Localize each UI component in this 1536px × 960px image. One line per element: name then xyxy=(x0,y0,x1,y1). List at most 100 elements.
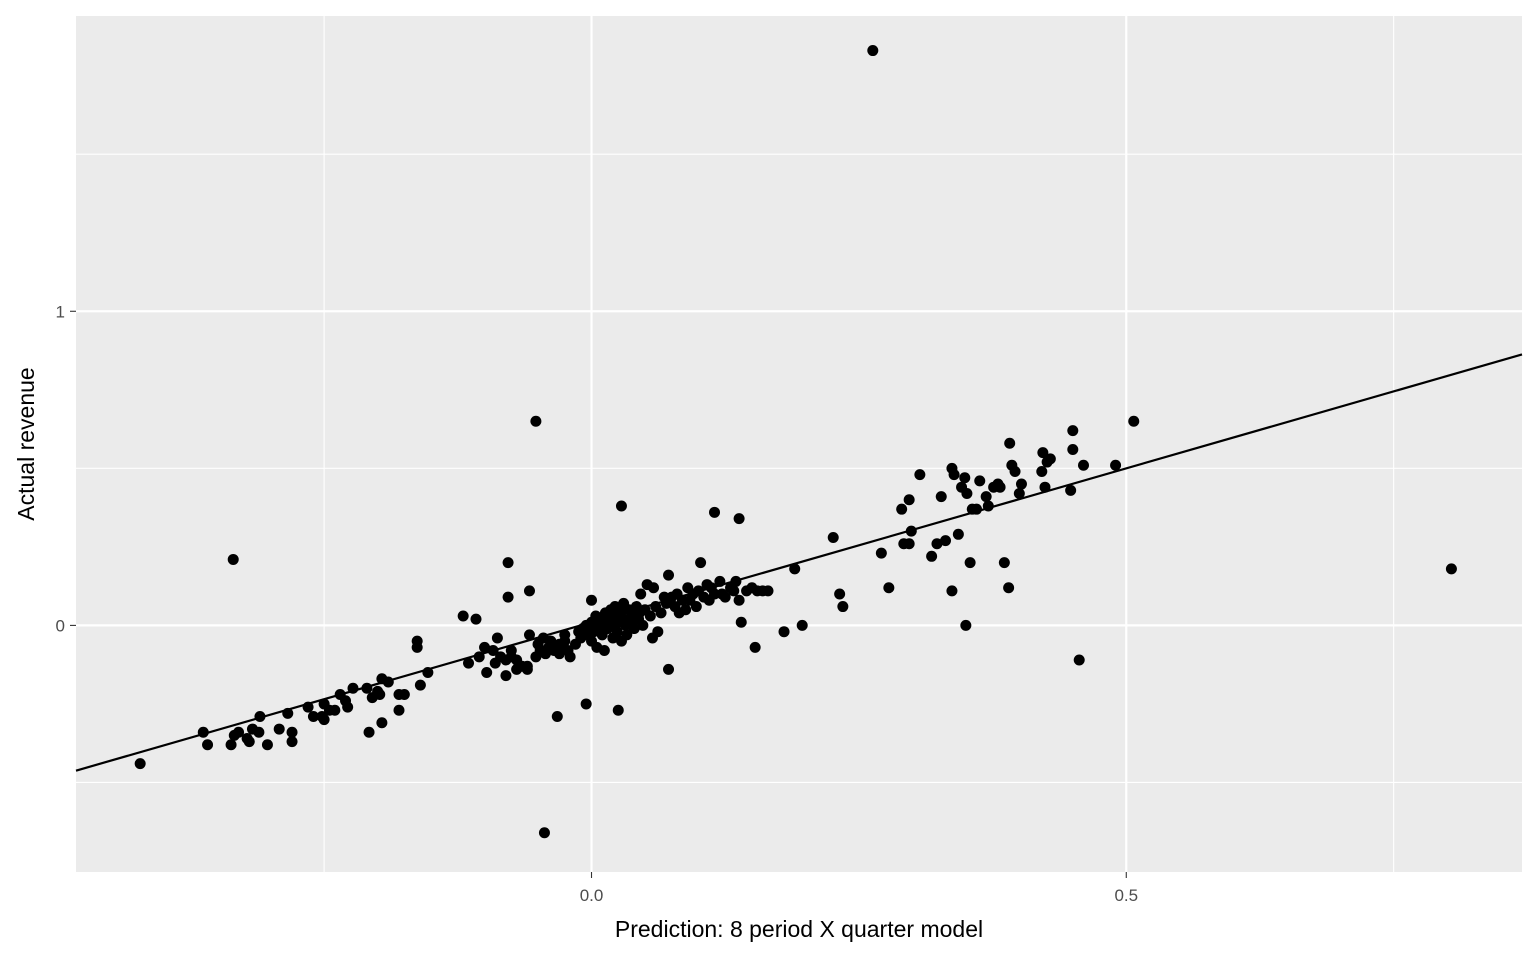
data-point xyxy=(261,739,273,751)
data-point xyxy=(598,645,610,657)
data-point xyxy=(1037,447,1049,459)
data-point xyxy=(580,698,592,710)
data-point xyxy=(273,723,285,735)
data-point xyxy=(414,679,426,691)
data-point xyxy=(1003,582,1015,594)
data-point xyxy=(523,585,535,597)
data-point xyxy=(948,469,960,481)
data-point xyxy=(225,739,237,751)
data-point xyxy=(286,736,298,748)
data-point xyxy=(202,739,214,751)
data-point xyxy=(521,660,533,672)
data-point xyxy=(615,500,627,512)
axis-tick-labels: 0.0 0.5 0 1 xyxy=(56,302,1139,905)
data-point xyxy=(253,726,265,738)
data-point xyxy=(398,689,410,701)
data-point xyxy=(940,535,952,547)
data-point xyxy=(342,701,354,713)
data-point xyxy=(481,667,493,679)
data-point xyxy=(903,538,915,550)
data-point xyxy=(502,557,514,569)
data-point xyxy=(1009,465,1021,477)
data-point xyxy=(612,704,624,716)
data-point xyxy=(523,629,535,641)
data-point xyxy=(1445,563,1457,575)
data-point xyxy=(243,736,255,748)
data-point xyxy=(964,557,976,569)
data-point xyxy=(735,616,747,628)
x-tick-label: 0.0 xyxy=(580,886,604,905)
data-point xyxy=(655,607,667,619)
data-point xyxy=(690,601,702,613)
data-point xyxy=(994,481,1006,493)
data-point xyxy=(959,472,971,484)
data-point xyxy=(491,632,503,644)
data-point xyxy=(789,563,801,575)
data-point xyxy=(931,538,943,550)
data-point xyxy=(733,594,745,606)
data-point xyxy=(663,569,675,581)
data-point xyxy=(538,827,550,839)
data-point xyxy=(960,619,972,631)
data-point xyxy=(1077,459,1089,471)
data-point xyxy=(644,610,656,622)
data-point xyxy=(1067,443,1079,455)
data-point xyxy=(621,629,633,641)
data-point xyxy=(1004,437,1016,449)
data-point xyxy=(363,726,375,738)
data-point xyxy=(637,619,649,631)
data-point xyxy=(796,619,808,631)
data-point xyxy=(1110,459,1122,471)
data-point xyxy=(1036,465,1048,477)
data-point xyxy=(719,591,731,603)
data-point xyxy=(648,582,660,594)
data-point xyxy=(728,585,740,597)
data-point xyxy=(307,711,319,723)
data-point xyxy=(1065,484,1077,496)
data-point xyxy=(1013,487,1025,499)
data-point xyxy=(227,553,239,565)
data-point xyxy=(834,588,846,600)
data-point xyxy=(914,469,926,481)
data-point xyxy=(827,531,839,543)
data-point xyxy=(1015,478,1027,490)
data-point xyxy=(479,641,491,653)
data-point xyxy=(762,585,774,597)
data-point xyxy=(867,45,879,57)
major-gridlines xyxy=(76,16,1522,872)
data-point xyxy=(652,626,664,638)
data-point xyxy=(1073,654,1085,666)
data-point xyxy=(998,557,1010,569)
data-point xyxy=(551,711,563,723)
data-point xyxy=(530,415,542,427)
data-point xyxy=(470,613,482,625)
data-point xyxy=(329,704,341,716)
data-point xyxy=(457,610,469,622)
data-point xyxy=(318,714,330,726)
plot-panel xyxy=(76,16,1522,872)
data-point xyxy=(961,487,973,499)
data-point xyxy=(233,726,245,738)
data-point xyxy=(564,651,576,663)
data-point xyxy=(946,585,958,597)
data-point xyxy=(502,591,514,603)
data-point xyxy=(709,506,721,518)
data-point xyxy=(663,663,675,675)
axis-ticks xyxy=(70,310,1127,878)
x-axis-title: Prediction: 8 period X quarter model xyxy=(615,916,983,942)
data-point xyxy=(376,717,388,729)
data-point xyxy=(749,641,761,653)
data-point xyxy=(896,503,908,515)
data-point xyxy=(980,491,992,503)
data-point xyxy=(134,758,146,770)
data-point xyxy=(1067,425,1079,437)
data-point xyxy=(974,475,986,487)
data-point xyxy=(695,557,707,569)
data-point xyxy=(559,635,571,647)
data-point xyxy=(903,494,915,506)
data-point xyxy=(883,582,895,594)
data-point xyxy=(628,623,640,635)
y-tick-label: 1 xyxy=(56,302,65,321)
fit-line xyxy=(75,353,1523,772)
data-point xyxy=(374,689,386,701)
